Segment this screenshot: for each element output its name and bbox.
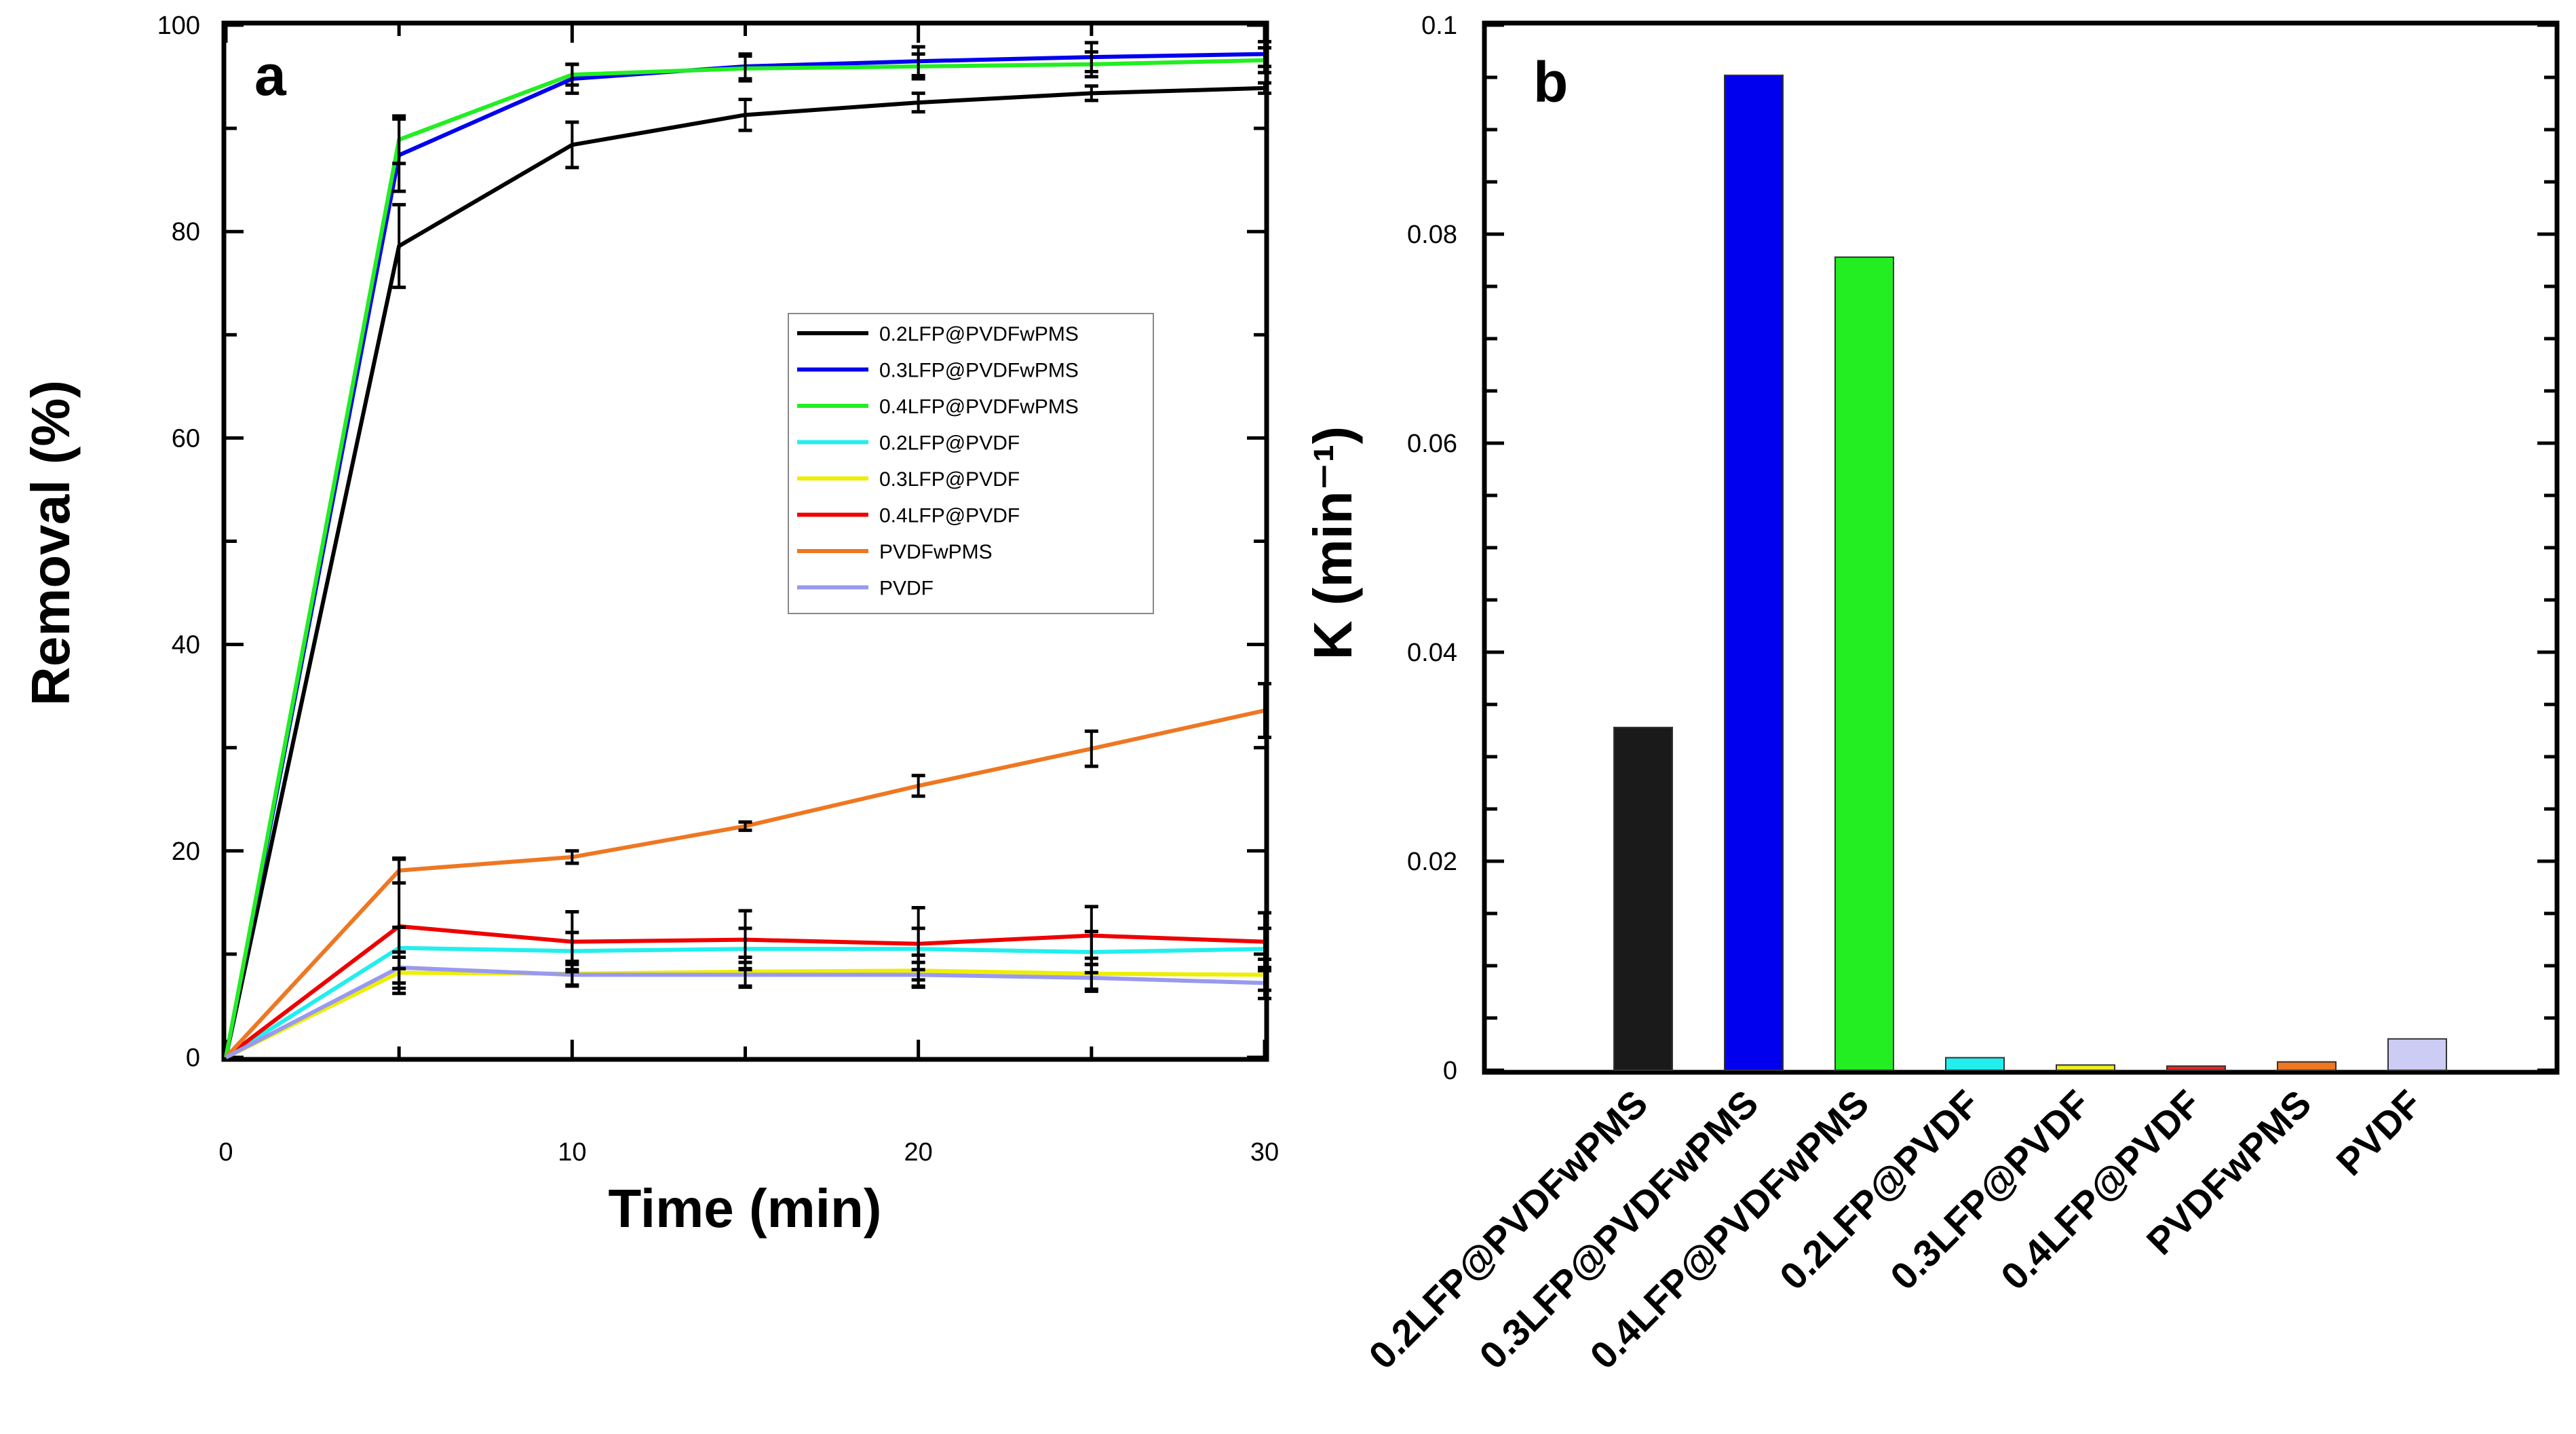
category-label: 0.4LFP@PVDF	[1993, 1082, 2209, 1298]
bar	[2056, 1064, 2115, 1072]
category-label: PVDF	[2328, 1082, 2429, 1184]
legend-entry: PVDF	[879, 578, 934, 600]
panel-a-y-axis-title: Removal (%)	[20, 380, 81, 706]
y-tick-label: 0	[186, 1044, 200, 1072]
y-tick-label: 100	[157, 12, 200, 40]
series-line	[224, 709, 1265, 1059]
panel-b-rate-constant-chart: 0 0.02 0.04 0.06 0.08 0.1 0.2LFP@PVDFwPMS0.3L…	[1303, 12, 2560, 1377]
legend-entry: 0.3LFP@PVDF	[879, 468, 1020, 491]
x-tick-label: 0	[218, 1138, 233, 1167]
y-tick-label: 0.04	[1407, 639, 1457, 667]
legend-box	[788, 313, 1154, 614]
bar	[2166, 1065, 2226, 1071]
panel-b-category-labels: 0.2LFP@PVDFwPMS0.3LFP@PVDFwPMS0.4LFP@PVD…	[1360, 1082, 2429, 1377]
y-tick-label: 20	[172, 837, 200, 866]
bar	[2277, 1061, 2337, 1072]
bar	[1834, 256, 1894, 1071]
legend-entry: 0.3LFP@PVDFwPMS	[879, 360, 1079, 382]
panel-b-y-axis-title: K (min⁻¹)	[1303, 426, 1363, 660]
bar	[1613, 726, 1673, 1071]
bar	[2387, 1038, 2447, 1072]
panel-b-label: b	[1533, 50, 1568, 114]
y-tick-label: 40	[172, 631, 200, 660]
panel-a-plot-frame	[221, 20, 1269, 1062]
y-tick-label: 0.02	[1407, 848, 1457, 876]
category-label: 0.3LFP@PVDF	[1882, 1082, 2098, 1298]
legend-entry: 0.2LFP@PVDFwPMS	[879, 323, 1079, 345]
y-tick-label: 0.1	[1421, 12, 1457, 40]
y-tick-label: 0.08	[1407, 221, 1457, 249]
x-tick-label: 20	[904, 1138, 933, 1167]
legend-entry: 0.2LFP@PVDF	[879, 432, 1020, 455]
x-tick-label: 30	[1250, 1138, 1279, 1167]
panel-a-removal-chart: 0 10 20 30 0 20 40 60 80 100 a Time (min) Removal…	[20, 12, 1279, 1239]
panel-a-legend: 0.2LFP@PVDFwPMS 0.3LFP@PVDFwPMS 0.4LFP@PVD…	[788, 313, 1154, 614]
x-tick-label: 10	[558, 1138, 586, 1167]
panel-a-series	[224, 39, 1271, 1059]
panel-a-label: a	[254, 43, 287, 107]
y-tick-label: 0.06	[1407, 430, 1457, 458]
panel-a-x-axis-title: Time (min)	[608, 1178, 881, 1239]
y-tick-label: 0	[1443, 1057, 1457, 1085]
y-tick-label: 60	[172, 424, 200, 453]
panel-a-ticks: 0 10 20 30 0 20 40 60 80 100	[157, 12, 1280, 1167]
category-label: 0.2LFP@PVDF	[1771, 1082, 1988, 1298]
legend-entry: PVDFwPMS	[879, 541, 993, 563]
legend-entry: 0.4LFP@PVDF	[879, 505, 1020, 527]
panel-b-plot-frame	[1482, 20, 2560, 1075]
bar	[1724, 74, 1784, 1071]
panel-b-ticks: 0 0.02 0.04 0.06 0.08 0.1	[1407, 12, 2555, 1085]
legend-entry: 0.4LFP@PVDFwPMS	[879, 396, 1079, 418]
y-tick-label: 80	[172, 218, 200, 246]
bar	[1945, 1057, 2005, 1072]
panel-b-bars	[1613, 74, 2447, 1072]
